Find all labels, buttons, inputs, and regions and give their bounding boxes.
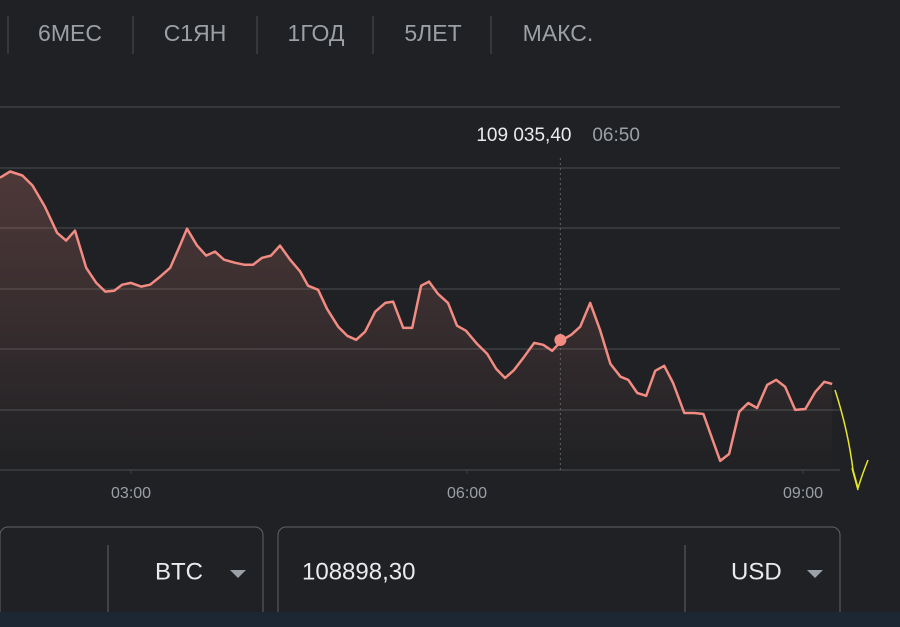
- from-currency[interactable]: BTC: [155, 558, 203, 585]
- tooltip-box: [460, 114, 661, 158]
- to-box[interactable]: [277, 526, 841, 627]
- range-tab[interactable]: 1ГОД: [288, 20, 345, 46]
- taskbar: [0, 612, 900, 627]
- range-tabs: 6МЕС С1ЯН 1ГОД 5ЛЕТ МАКС.: [7, 16, 594, 54]
- range-tab[interactable]: С1ЯН: [164, 20, 227, 46]
- annotation-scribble: [834, 389, 869, 491]
- x-tick-label: 03:00: [111, 485, 151, 502]
- dropdown-caret[interactable]: [230, 570, 246, 578]
- tooltip-value: 109 035,40: [476, 125, 571, 146]
- tooltip-time: 06:50: [592, 125, 640, 146]
- amount-input[interactable]: 108898,30: [302, 558, 415, 585]
- range-tab[interactable]: 6МЕС: [38, 20, 102, 46]
- x-tick-label: 09:00: [783, 485, 823, 502]
- plot: 03:00 06:00 09:00 109 035,40 06:50: [0, 114, 833, 502]
- range-tab[interactable]: 5ЛЕТ: [404, 20, 461, 46]
- price-line: [0, 170, 833, 463]
- dropdown-caret[interactable]: [807, 570, 823, 578]
- hover-dot: [554, 334, 567, 347]
- to-currency[interactable]: USD: [731, 558, 782, 585]
- x-tick-label: 06:00: [447, 485, 487, 502]
- area: [0, 171, 833, 470]
- range-tab[interactable]: МАКС.: [523, 20, 594, 46]
- from-box[interactable]: [0, 526, 264, 627]
